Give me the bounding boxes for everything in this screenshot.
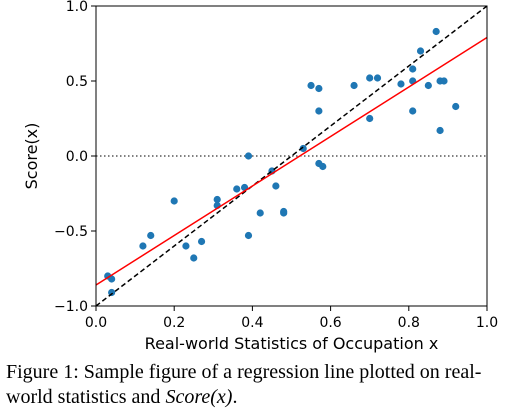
- data-point: [409, 65, 417, 73]
- x-axis: 0.0 0.2 0.4 0.6 0.8 1.0: [85, 306, 498, 331]
- data-point: [213, 195, 221, 204]
- data-point: [244, 152, 253, 160]
- y-tick-label: 0.0: [66, 149, 88, 165]
- data-point: [409, 107, 417, 115]
- data-point: [139, 242, 147, 250]
- data-point: [350, 81, 358, 90]
- x-tick-label: 0.0: [85, 315, 107, 331]
- data-point: [424, 81, 432, 90]
- data-point: [108, 275, 116, 283]
- data-point: [319, 162, 327, 171]
- data-point: [397, 80, 405, 88]
- y-axis-label: Score(x): [22, 123, 41, 190]
- data-point: [170, 197, 178, 205]
- data-point: [432, 27, 440, 36]
- regression-line: [96, 36, 487, 286]
- data-point: [147, 231, 155, 240]
- data-point: [416, 47, 425, 55]
- data-point: [190, 254, 198, 262]
- data-point: [440, 77, 448, 85]
- data-point: [182, 242, 190, 250]
- data-point: [315, 84, 323, 93]
- caption-math: Score(x): [165, 386, 233, 408]
- caption-prefix: Figure 1:: [6, 361, 84, 383]
- data-points: [96, 6, 487, 306]
- data-point: [366, 114, 374, 123]
- x-tick-label: 0.2: [163, 315, 185, 331]
- data-point: [373, 74, 382, 82]
- data-point: [299, 144, 307, 153]
- y-tick-label: 1.0: [66, 0, 88, 15]
- y-tick-label: −0.5: [54, 224, 88, 240]
- data-point: [307, 81, 315, 90]
- data-point: [436, 126, 444, 135]
- data-point: [233, 185, 241, 193]
- x-tick-label: 0.8: [398, 315, 420, 331]
- caption-text: Sample figure of a regression line plott…: [6, 361, 482, 408]
- figure-caption: Figure 1: Sample figure of a regression …: [6, 360, 526, 410]
- x-tick-label: 0.6: [319, 315, 341, 331]
- data-point: [366, 74, 374, 82]
- data-point: [315, 107, 323, 115]
- data-point: [280, 207, 288, 216]
- data-point: [197, 237, 206, 246]
- x-axis-label: Real-world Statistics of Occupation x: [145, 334, 439, 353]
- data-point: [256, 209, 264, 217]
- identity-line: [96, 6, 487, 306]
- y-axis: 1.0 0.5 0.0 −0.5 −1.0: [54, 0, 96, 315]
- x-tick-label: 0.4: [241, 315, 263, 331]
- data-point: [452, 102, 460, 111]
- data-point: [244, 231, 253, 240]
- scatter-chart: 0.0 0.2 0.4 0.6 0.8 1.0 1.0 0.5 0.0 −0.5 −1.0 Rea…: [22, 0, 498, 353]
- data-point: [108, 288, 116, 297]
- x-tick-label: 1.0: [476, 315, 498, 331]
- caption-suffix: .: [232, 386, 238, 408]
- y-tick-label: −1.0: [54, 299, 88, 315]
- y-tick-label: 0.5: [66, 74, 88, 90]
- data-point: [272, 182, 280, 190]
